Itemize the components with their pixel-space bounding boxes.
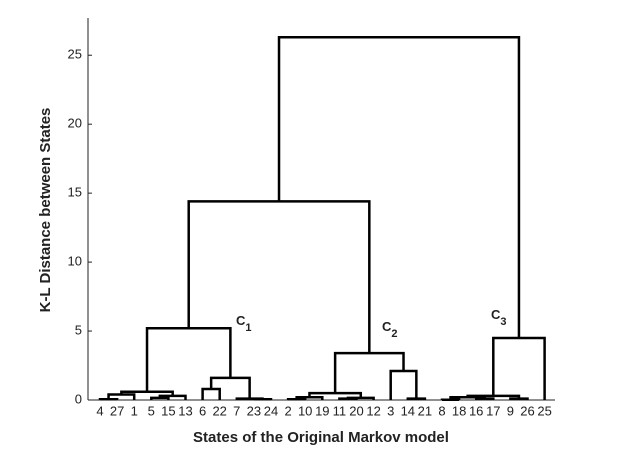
leaf-label: 27: [110, 403, 124, 418]
leaf-label: 23: [247, 403, 261, 418]
leaf-label: 7: [233, 403, 240, 418]
annotation-text: C: [236, 313, 246, 328]
cluster-annotation: C2: [382, 319, 398, 339]
y-tick-label: 10: [68, 254, 82, 269]
dendrogram-link: [120, 390, 174, 396]
leaf-label: 10: [298, 403, 312, 418]
dendrogram-link: [286, 398, 307, 401]
leaf-label: 6: [199, 403, 206, 418]
leaf-label: 2: [284, 403, 291, 418]
dendrogram-link: [406, 397, 427, 400]
dendrogram-link: [235, 397, 264, 400]
leaf-label: 21: [418, 403, 432, 418]
leaf-label: 25: [537, 403, 551, 418]
dendrogram-link: [295, 395, 324, 400]
dendrogram-link: [158, 394, 187, 400]
dendrogram-link: [492, 336, 546, 400]
dendrogram-link: [145, 327, 232, 392]
leaf-label: 4: [96, 403, 103, 418]
leaf-label: 9: [507, 403, 514, 418]
y-tick-label: 15: [68, 185, 82, 200]
leaf-label: 14: [401, 403, 415, 418]
y-axis-label: K-L Distance between States: [37, 108, 54, 313]
leaf-label: 13: [178, 403, 192, 418]
leaf-label: 1: [131, 403, 138, 418]
annotation-text: C: [382, 319, 392, 334]
leaf-label: 3: [387, 403, 394, 418]
dendrogram-link: [389, 369, 418, 400]
dendrogram-link: [98, 398, 119, 401]
cluster-annotation: C1: [236, 313, 252, 333]
y-tick-label: 25: [68, 47, 82, 62]
dendrogram-link: [107, 393, 136, 400]
leaf-label: 22: [212, 403, 226, 418]
dendrogram-link: [187, 200, 371, 354]
cluster-annotation: C3: [491, 307, 507, 327]
leaf-label: 20: [349, 403, 363, 418]
leaf-label: 15: [161, 403, 175, 418]
dendrogram-link: [277, 36, 521, 338]
annotation-subscript: 2: [391, 328, 397, 340]
dendrogram-link: [449, 395, 486, 400]
leaf-label: 11: [333, 403, 347, 418]
leaf-label: 17: [486, 403, 500, 418]
leaf-label: 19: [315, 403, 329, 418]
dendrogram-link: [466, 394, 521, 399]
x-axis-label: States of the Original Markov model: [193, 429, 449, 446]
leaf-label: 8: [438, 403, 445, 418]
leaf-label: 18: [452, 403, 466, 418]
y-tick-label: 0: [75, 391, 82, 406]
leaf-label: 24: [264, 403, 278, 418]
dendrogram-link: [308, 391, 363, 398]
annotation-subscript: 3: [500, 316, 506, 328]
dendrogram-link: [474, 397, 495, 400]
dendrogram-link: [509, 397, 529, 400]
annotation-text: C: [491, 307, 501, 322]
dendrogram-link: [333, 351, 405, 394]
leaf-label: 12: [366, 403, 380, 418]
y-tick-label: 20: [68, 116, 82, 131]
annotation-subscript: 1: [245, 322, 251, 334]
leaf-label: 5: [148, 403, 155, 418]
leaf-label: 16: [469, 403, 483, 418]
dendrogram-link: [201, 387, 221, 400]
y-tick-label: 5: [75, 322, 82, 337]
leaf-label: 26: [520, 403, 534, 418]
